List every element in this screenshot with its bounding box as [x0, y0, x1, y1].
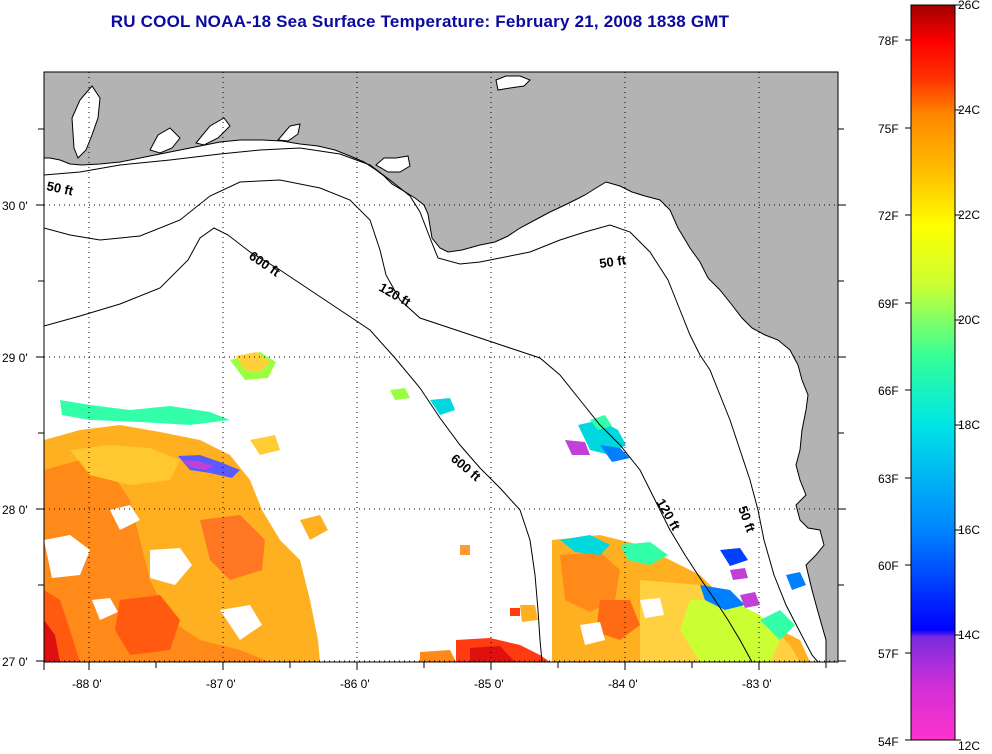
lat-tick-label: 30 0' — [2, 199, 28, 213]
lon-tick-label: -85 0' — [474, 677, 504, 691]
colorbar-fahrenheit-label: 78F — [878, 34, 899, 48]
colorbar-celsius-label: 18C — [958, 418, 980, 432]
map-frame — [43, 71, 839, 663]
colorbar-celsius-label: 24C — [958, 103, 980, 117]
map-title: RU COOL NOAA-18 Sea Surface Temperature:… — [110, 12, 730, 31]
graticule — [44, 72, 838, 662]
contour-120ft-line — [44, 179, 753, 662]
colorbar-fahrenheit-label: 66F — [878, 384, 899, 398]
land-mass — [44, 72, 838, 662]
pensacola-bay — [149, 127, 181, 154]
lat-tick-label: 27 0' — [2, 655, 28, 669]
lon-tick-label: -86 0' — [340, 677, 370, 691]
contour-label-50ft-east: 50 ft — [598, 252, 627, 271]
lat-tick-label: 29 0' — [2, 351, 28, 365]
colorbar-ticks — [905, 4, 961, 741]
lon-tick-label: -87 0' — [206, 677, 236, 691]
colorbar: 26C 24C 22C 20C 18C 16C 14C 12C 78F 75F … — [878, 0, 980, 753]
choctawhatchee-bay — [195, 117, 231, 146]
sst-data-layer — [44, 352, 470, 662]
colorbar-fahrenheit-label: 60F — [878, 559, 899, 573]
sst-data-layer-east — [420, 535, 810, 662]
colorbar-celsius-label: 14C — [958, 628, 980, 642]
colorbar-fahrenheit-label: 54F — [878, 735, 899, 749]
contour-50ft-line — [44, 147, 819, 662]
colorbar-celsius-label: 26C — [958, 0, 980, 12]
inland-lake — [495, 75, 531, 91]
mobile-bay — [71, 85, 101, 159]
colorbar-fahrenheit-label: 75F — [878, 122, 899, 136]
contour-600ft-line — [44, 227, 543, 662]
lon-tick-label: -83 0' — [742, 677, 772, 691]
contour-label-50ft-west: 50 ft — [45, 178, 75, 198]
st-andrew-bay — [276, 123, 301, 142]
colorbar-fahrenheit-label: 69F — [878, 297, 899, 311]
colorbar-fahrenheit-label: 57F — [878, 647, 899, 661]
apalachee-bay-inlet — [375, 155, 411, 173]
colorbar-celsius-label: 16C — [958, 523, 980, 537]
colorbar-fahrenheit-label: 72F — [878, 209, 899, 223]
map-content: 50 ft 50 ft 50 ft 120 ft 120 ft 600 ft 6… — [44, 72, 838, 662]
colorbar-scale — [910, 4, 956, 741]
lat-tick-label: 28 0' — [2, 503, 28, 517]
sst-data-layer-bigbend — [565, 415, 748, 580]
colorbar-celsius-label: 22C — [958, 208, 980, 222]
colorbar-fahrenheit-label: 63F — [878, 472, 899, 486]
lon-tick-label: -88 0' — [72, 677, 102, 691]
axis-ticks — [36, 128, 846, 670]
colorbar-celsius-label: 12C — [958, 739, 980, 753]
lon-tick-label: -84 0' — [608, 677, 638, 691]
colorbar-celsius-label: 20C — [958, 313, 980, 327]
